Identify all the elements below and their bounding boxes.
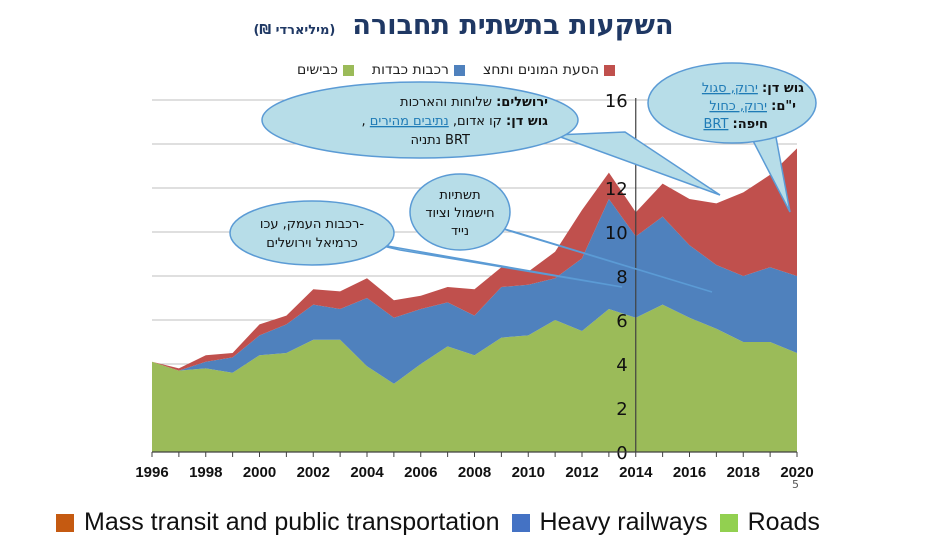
y-tick-label: 0 — [616, 443, 627, 464]
x-axis: 1996 1998 2000 2002 2004 2006 2008 2010 2012 2014… — [135, 451, 814, 481]
legend-item-mass-transit: הסעת המונים ותחצ — [483, 62, 615, 78]
legend-label: Mass transit and public transportation — [84, 508, 500, 536]
x-tick-label: 2000 — [243, 464, 276, 481]
legend-swatch — [342, 64, 354, 76]
legend-item-heavy-rail: רכבות כבדות — [372, 62, 465, 78]
callout-bubble-valley-rail: רכבות העמק, עכו- כרמיאל וירושלים — [229, 200, 623, 288]
y-tick-label: 12 — [605, 179, 628, 200]
callout-line: נייד — [451, 224, 469, 239]
legend-label: Heavy railways — [539, 508, 708, 536]
y-tick-label: 4 — [616, 355, 627, 376]
callout-line: חישמול וציוד — [425, 206, 494, 221]
callout-line: כרמיאל וירושלים — [266, 236, 358, 251]
x-tick-label: 1998 — [189, 464, 222, 481]
callout-bubble-jerusalem: ירושלים: שלוחות והארכות גוש דן: קו אדום,… — [261, 81, 721, 196]
x-tick-label: 2010 — [512, 464, 545, 481]
x-tick-label: 2016 — [673, 464, 706, 481]
callout-link: ירוק, סגול — [702, 81, 758, 96]
legend-hebrew: הסעת המונים ותחצ רכבות כבדות כבישים — [215, 62, 615, 78]
x-tick-label: 2008 — [458, 464, 491, 481]
callout-line: חיפה: BRT — [703, 117, 768, 132]
legend-swatch — [719, 513, 738, 532]
legend-item-roads: כבישים — [297, 62, 354, 78]
x-tick-label: 2014 — [619, 464, 653, 481]
callout-text: , — [362, 114, 366, 129]
x-tick-label: 2018 — [727, 464, 760, 481]
legend-item-heavy-rail-en: Heavy railways — [511, 508, 708, 537]
callout-text: קו אדום, — [453, 114, 502, 129]
callout-line: גוש דן: קו אדום, נתיבים מהירים , — [362, 114, 549, 129]
callout-bold: חיפה: — [733, 117, 768, 132]
y-tick-label: 8 — [616, 267, 627, 288]
callout-bold: גוש דן: — [762, 81, 804, 96]
callout-line: ירושלים: שלוחות והארכות — [400, 95, 548, 110]
legend-swatch — [604, 64, 615, 76]
callout-link: BRT — [703, 117, 728, 132]
x-tick-label: 2012 — [565, 464, 598, 481]
callout-bold: ירושלים: — [496, 95, 548, 110]
callout-text: שלוחות והארכות — [400, 95, 492, 110]
y-tick-label: 10 — [605, 223, 628, 244]
callout-link: נתיבים מהירים — [370, 114, 449, 129]
callout-line: תשתיות — [439, 188, 480, 203]
page-number: 5 — [792, 478, 799, 491]
callout-bubble-gush-dan: גוש דן: ירוק, סגול י"ם: ירוק, כחול חיפה:… — [647, 62, 817, 213]
x-tick-label: 2002 — [297, 464, 330, 481]
legend-swatch — [511, 513, 530, 532]
legend-label: הסעת המונים ותחצ — [482, 62, 599, 78]
legend-item-mass-transit-en: Mass transit and public transportation — [56, 508, 500, 537]
y-tick-label: 16 — [605, 91, 628, 112]
legend-english: Mass transit and public transportation H… — [56, 508, 820, 537]
chart-subtitle: (מיליארדי ₪) — [253, 23, 336, 38]
callout-bubble-electrification: תשתיות חישמול וציוד נייד — [409, 173, 713, 293]
callout-bold: י"ם: — [771, 99, 796, 114]
callout-link: ירוק, כחול — [709, 99, 767, 114]
chart-title-block: השקעות בתשתית תחבורה (מיליארדי ₪) — [0, 10, 927, 41]
legend-label: כבישים — [296, 62, 338, 78]
legend-item-roads-en: Roads — [719, 508, 820, 537]
callout-bold: גוש דן: — [506, 114, 548, 129]
y-tick-label: 2 — [616, 399, 627, 420]
x-tick-label: 2004 — [350, 464, 384, 481]
legend-label: Roads — [747, 508, 820, 536]
chart-title: השקעות בתשתית תחבורה — [352, 10, 674, 41]
x-tick-label: 2020 — [780, 464, 813, 481]
x-tick-label: 1996 — [135, 464, 168, 481]
y-tick-label: 6 — [616, 311, 627, 332]
legend-swatch — [453, 64, 465, 76]
callout-line: י"ם: ירוק, כחול — [709, 99, 796, 114]
callout-line: BRT נתניה — [411, 133, 471, 148]
legend-label: רכבות כבדות — [371, 62, 449, 78]
callout-line: רכבות העמק, עכו- — [260, 217, 364, 232]
legend-swatch — [56, 513, 74, 532]
callout-line: גוש דן: ירוק, סגול — [702, 81, 804, 96]
x-tick-label: 2006 — [404, 464, 437, 481]
